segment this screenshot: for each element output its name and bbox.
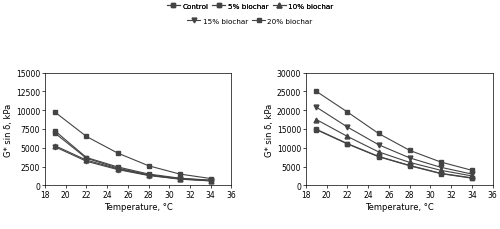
Control <box>84 157 89 160</box>
15% biochar <box>406 157 412 160</box>
15% biochar <box>52 146 59 149</box>
20% biochar <box>114 152 120 155</box>
Line: Control: Control <box>53 131 213 183</box>
20% biochar <box>344 111 350 114</box>
Line: 5% biochar: 5% biochar <box>53 129 213 183</box>
X-axis label: Temperature, °C: Temperature, °C <box>365 202 434 211</box>
10% biochar <box>438 169 444 172</box>
5% biochar <box>469 177 475 179</box>
Control <box>176 177 182 180</box>
Line: 5% biochar: 5% biochar <box>314 127 474 180</box>
10% biochar <box>84 159 89 162</box>
5% biochar <box>146 173 152 176</box>
Text: (b): (b) <box>392 228 406 229</box>
20% biochar <box>376 133 382 135</box>
Line: 20% biochar: 20% biochar <box>314 90 474 173</box>
15% biochar <box>344 126 350 129</box>
15% biochar <box>84 160 89 163</box>
10% biochar <box>406 161 412 164</box>
Line: Control: Control <box>314 128 474 181</box>
10% biochar <box>114 168 120 170</box>
20% biochar <box>406 149 412 152</box>
Control <box>406 165 412 167</box>
Legend: Control, 5% biochar, 10% biochar: Control, 5% biochar, 10% biochar <box>167 4 333 10</box>
Line: 10% biochar: 10% biochar <box>314 118 474 179</box>
Control <box>314 129 320 131</box>
Line: 15% biochar: 15% biochar <box>53 145 213 184</box>
20% biochar <box>52 112 59 114</box>
10% biochar <box>314 119 320 121</box>
20% biochar <box>314 91 320 93</box>
5% biochar <box>84 156 89 159</box>
Control <box>146 174 152 176</box>
5% biochar <box>406 164 412 167</box>
20% biochar <box>176 173 182 176</box>
5% biochar <box>114 166 120 169</box>
15% biochar <box>208 180 214 183</box>
5% biochar <box>52 130 59 133</box>
10% biochar <box>146 174 152 177</box>
Line: 10% biochar: 10% biochar <box>53 144 213 183</box>
15% biochar <box>146 174 152 177</box>
Y-axis label: G* sin δ, kPa: G* sin δ, kPa <box>265 103 274 156</box>
5% biochar <box>208 179 214 182</box>
10% biochar <box>52 145 59 147</box>
Control <box>114 167 120 170</box>
10% biochar <box>344 136 350 138</box>
10% biochar <box>376 151 382 154</box>
15% biochar <box>376 144 382 147</box>
15% biochar <box>176 178 182 181</box>
Control <box>469 177 475 180</box>
5% biochar <box>344 143 350 145</box>
Text: (a): (a) <box>132 228 145 229</box>
Control <box>376 156 382 158</box>
10% biochar <box>176 178 182 180</box>
Control <box>52 133 59 135</box>
15% biochar <box>469 173 475 176</box>
15% biochar <box>314 106 320 109</box>
5% biochar <box>438 172 444 175</box>
5% biochar <box>314 128 320 131</box>
Line: 15% biochar: 15% biochar <box>314 105 474 177</box>
20% biochar <box>438 161 444 164</box>
Y-axis label: G* sin δ, kPa: G* sin δ, kPa <box>4 103 13 156</box>
Line: 20% biochar: 20% biochar <box>53 111 213 181</box>
15% biochar <box>438 166 444 169</box>
20% biochar <box>84 136 89 138</box>
10% biochar <box>208 180 214 182</box>
20% biochar <box>146 165 152 167</box>
10% biochar <box>469 175 475 177</box>
Control <box>344 143 350 146</box>
X-axis label: Temperature, °C: Temperature, °C <box>104 202 172 211</box>
5% biochar <box>376 155 382 158</box>
5% biochar <box>176 177 182 180</box>
Control <box>438 172 444 175</box>
15% biochar <box>114 168 120 171</box>
Control <box>208 179 214 182</box>
Legend: 15% biochar, 20% biochar: 15% biochar, 20% biochar <box>188 19 312 25</box>
20% biochar <box>469 169 475 172</box>
20% biochar <box>208 177 214 180</box>
